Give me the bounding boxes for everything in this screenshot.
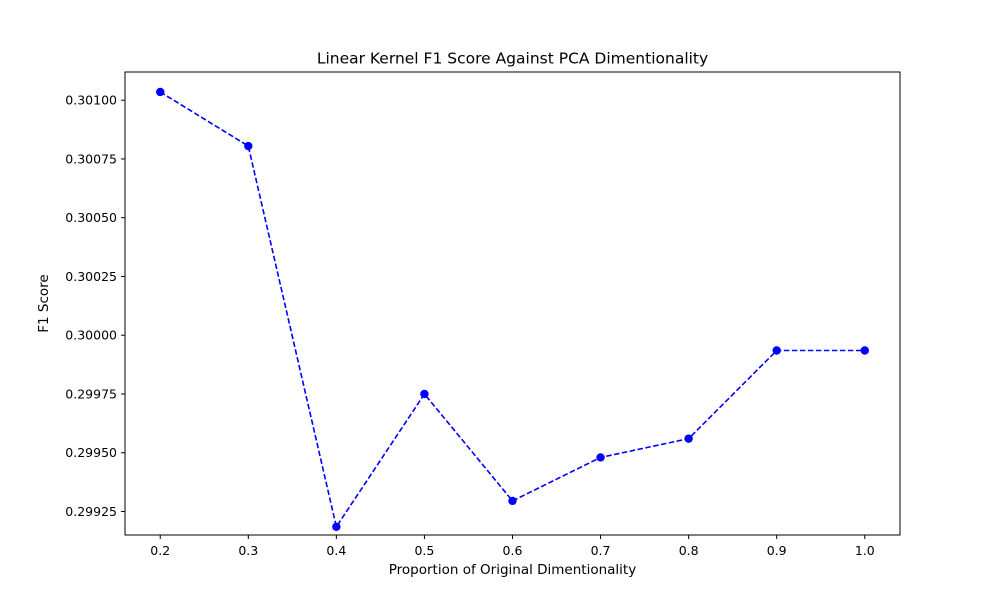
x-tick-label: 0.8 xyxy=(679,543,699,558)
data-point xyxy=(860,346,869,355)
data-point xyxy=(244,141,253,151)
data-point xyxy=(156,87,165,97)
plot-frame xyxy=(124,71,901,536)
data-point xyxy=(420,389,429,399)
plot-area xyxy=(125,72,900,535)
data-point xyxy=(332,522,341,531)
x-tick-label: 0.4 xyxy=(326,543,346,558)
data-point xyxy=(684,434,693,443)
y-axis-label: F1 Score xyxy=(36,274,52,332)
x-tick-label: 0.2 xyxy=(150,543,170,558)
chart-title: Linear Kernel F1 Score Against PCA Dimen… xyxy=(317,50,708,68)
x-tick-label: 0.6 xyxy=(503,543,523,558)
y-tick-label: 0.30100 xyxy=(65,93,117,108)
x-tick-label: 0.5 xyxy=(414,543,434,558)
series-layer xyxy=(156,87,869,531)
y-tick-label: 0.29975 xyxy=(65,386,117,401)
y-tick-label: 0.30025 xyxy=(65,269,117,284)
y-tick-label: 0.30000 xyxy=(65,328,117,343)
x-axis-label: Proportion of Original Dimentionality xyxy=(389,562,636,578)
data-point xyxy=(508,496,517,506)
x-tick-label: 0.3 xyxy=(238,543,258,558)
x-axis-ticks: 0.2 0.3 0.4 0.5 0.6 0.7 0.8 0.9 1.0 xyxy=(150,535,875,558)
y-tick-label: 0.29950 xyxy=(65,445,117,460)
y-tick-label: 0.30075 xyxy=(65,151,117,166)
y-axis-ticks: 0.29925 0.29950 0.29975 0.30000 0.30025 0.300… xyxy=(65,93,125,519)
x-tick-label: 1.0 xyxy=(855,543,875,558)
y-tick-label: 0.30050 xyxy=(65,210,117,225)
y-tick-label: 0.29925 xyxy=(65,504,117,519)
x-tick-label: 0.9 xyxy=(767,543,787,558)
x-tick-label: 0.7 xyxy=(591,543,611,558)
data-point xyxy=(596,453,605,462)
data-point xyxy=(772,346,781,355)
